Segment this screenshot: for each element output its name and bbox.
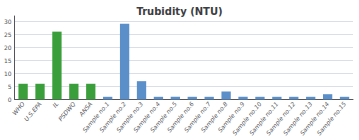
svg-text:Sample no.2: Sample no.2 [97, 100, 128, 134]
svg-text:Sample no.5: Sample no.5 [148, 100, 178, 134]
svg-text:15: 15 [4, 57, 12, 64]
svg-text:Sample no.15: Sample no.15 [315, 100, 348, 137]
svg-text:10: 10 [4, 70, 12, 77]
svg-text:Sample no.4: Sample no.4 [131, 100, 162, 134]
svg-text:Sample no.14: Sample no.14 [298, 100, 331, 137]
svg-text:WHO: WHO [11, 100, 26, 116]
svg-text:Sample no.13: Sample no.13 [281, 100, 314, 137]
svg-text:U.S.EPA: U.S.EPA [22, 100, 42, 122]
svg-text:Sample no.9: Sample no.9 [216, 100, 246, 134]
svg-text:PSDWQ: PSDWQ [57, 100, 77, 122]
svg-text:Sample no.8: Sample no.8 [199, 100, 229, 134]
svg-text:Sample no.7: Sample no.7 [182, 100, 212, 134]
svg-text:Trubidity (NTU): Trubidity (NTU) [136, 6, 222, 17]
svg-text:30: 30 [4, 18, 12, 25]
svg-text:Sample no.11: Sample no.11 [247, 100, 280, 137]
svg-text:Sample no.3: Sample no.3 [114, 100, 145, 134]
svg-text:Sample no.10: Sample no.10 [230, 100, 263, 137]
svg-text:5: 5 [8, 83, 12, 90]
svg-text:20: 20 [4, 44, 12, 51]
svg-text:25: 25 [4, 31, 12, 38]
svg-text:0: 0 [8, 96, 12, 103]
svg-text:IL: IL [51, 100, 60, 108]
svg-text:Sample no.1: Sample no.1 [80, 100, 111, 134]
svg-text:Sample no.12: Sample no.12 [264, 100, 297, 137]
svg-text:ANSA: ANSA [77, 100, 94, 118]
svg-text:Sample no.6: Sample no.6 [165, 100, 195, 134]
